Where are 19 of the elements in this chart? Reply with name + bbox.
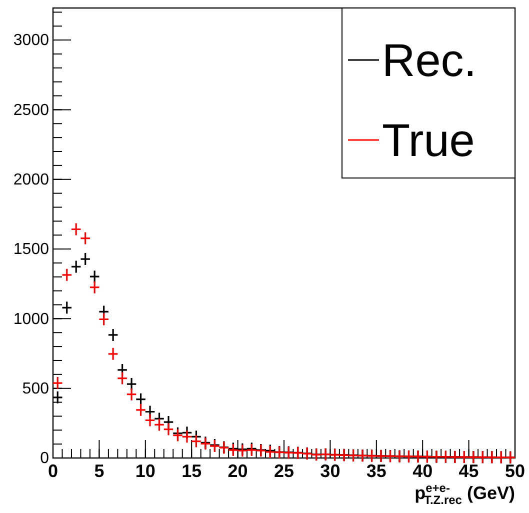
- y-tick-label: 1500: [13, 241, 50, 258]
- y-tick-label: 500: [22, 380, 50, 398]
- x-tick-label: 10: [135, 460, 156, 481]
- x-tick-label: 20: [228, 460, 248, 481]
- x-tick-label: 25: [274, 460, 294, 481]
- x-tick-label: 45: [458, 460, 479, 481]
- x-tick-label: 50: [504, 460, 526, 481]
- y-tick-label: 2000: [13, 171, 50, 188]
- x-tick-label: 15: [182, 460, 202, 481]
- x-tick-label: 35: [366, 460, 386, 481]
- x-tick-label: 30: [320, 460, 340, 481]
- legend-label: Rec.: [382, 34, 477, 86]
- y-tick-label: 3000: [13, 32, 50, 50]
- y-tick-label: 2500: [13, 102, 50, 119]
- x-tick-label: 40: [412, 460, 433, 481]
- x-axis-title: p$^{e+e-}$$_{T.Z.rec}$ (GeV): [414, 480, 515, 507]
- x-tick-label: 5: [94, 460, 104, 481]
- y-tick-label: 1000: [13, 310, 50, 328]
- legend-label: True: [382, 114, 475, 166]
